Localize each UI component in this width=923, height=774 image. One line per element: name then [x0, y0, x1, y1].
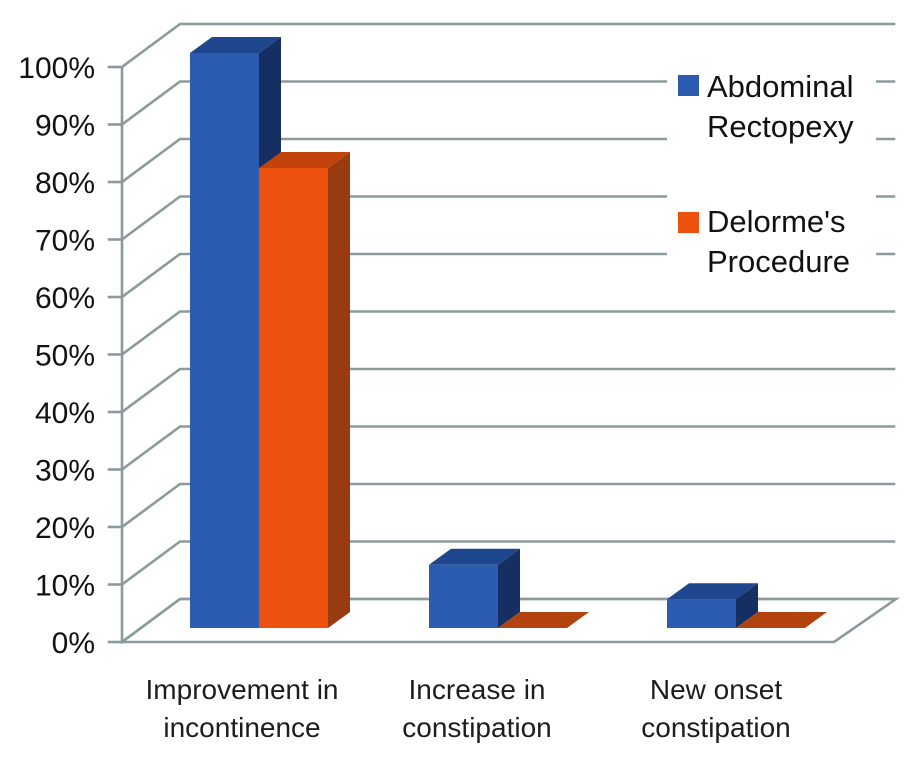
y-axis-label: 100%	[18, 52, 95, 85]
category-label-new-onset-constipation: constipation	[641, 712, 790, 743]
y-axis-label: 20%	[35, 512, 95, 545]
legend-swatch-delorme-s-procedure	[678, 212, 699, 233]
bar-abdominal-rectopexy-improvement-in-incontinence-top-face	[190, 37, 281, 53]
y-axis-label: 40%	[35, 397, 95, 430]
bar-abdominal-rectopexy-increase-in-constipation-side-face	[498, 548, 520, 628]
gridline	[120, 252, 896, 299]
y-axis-label: 70%	[35, 225, 95, 258]
category-label-increase-in-constipation: constipation	[402, 712, 551, 743]
gridline	[120, 137, 896, 184]
bar-delorme-s-procedure-improvement-in-incontinence-top-face	[259, 152, 350, 168]
bar-delorme-s-procedure-improvement-in-incontinence-front-face	[259, 168, 328, 628]
legend-swatch-abdominal-rectopexy	[678, 75, 699, 96]
y-axis-label: 30%	[35, 455, 95, 488]
gridline	[120, 310, 896, 357]
legend-label-delorme-s-procedure: Delorme's	[707, 204, 846, 239]
bar-abdominal-rectopexy-increase-in-constipation-top-face	[429, 548, 520, 565]
y-axis-label: 10%	[35, 570, 95, 603]
y-axis-label: 60%	[35, 282, 95, 315]
legend-label-abdominal-rectopexy: Rectopexy	[707, 109, 854, 144]
gridline	[120, 540, 896, 587]
gridline	[120, 425, 896, 472]
bar-abdominal-rectopexy-new-onset-constipation-side-face	[736, 583, 758, 628]
bar-delorme-s-procedure-increase-in-constipation-flat-slab	[498, 612, 589, 628]
y-axis-label: 50%	[35, 340, 95, 373]
legend-background	[667, 56, 876, 296]
y-axis-label: 90%	[35, 110, 95, 143]
category-label-increase-in-constipation: Increase in	[409, 674, 546, 705]
bar-delorme-s-procedure-new-onset-constipation-flat-slab	[736, 612, 827, 628]
gridline	[120, 367, 896, 414]
legend-label-abdominal-rectopexy: Abdominal	[707, 69, 853, 104]
gridline	[120, 80, 896, 127]
category-label-improvement-in-incontinence: Improvement in	[146, 674, 339, 705]
gridline	[120, 22, 896, 69]
y-axis-label: 80%	[35, 167, 95, 200]
y-axis-label: 0%	[52, 627, 95, 660]
category-label-new-onset-constipation: New onset	[650, 674, 783, 705]
bar-abdominal-rectopexy-increase-in-constipation-front-face	[429, 564, 498, 628]
category-label-improvement-in-incontinence: incontinence	[163, 712, 320, 743]
gridline	[120, 195, 896, 242]
gridline	[120, 482, 896, 529]
bar-abdominal-rectopexy-new-onset-constipation-front-face	[667, 599, 736, 628]
legend-label-delorme-s-procedure: Procedure	[707, 244, 850, 279]
bar-delorme-s-procedure-improvement-in-incontinence-side-face	[328, 152, 350, 628]
chart-floor	[118, 597, 901, 644]
bar-abdominal-rectopexy-improvement-in-incontinence-front-face	[190, 53, 259, 628]
bar-abdominal-rectopexy-new-onset-constipation-top-face	[667, 583, 758, 600]
